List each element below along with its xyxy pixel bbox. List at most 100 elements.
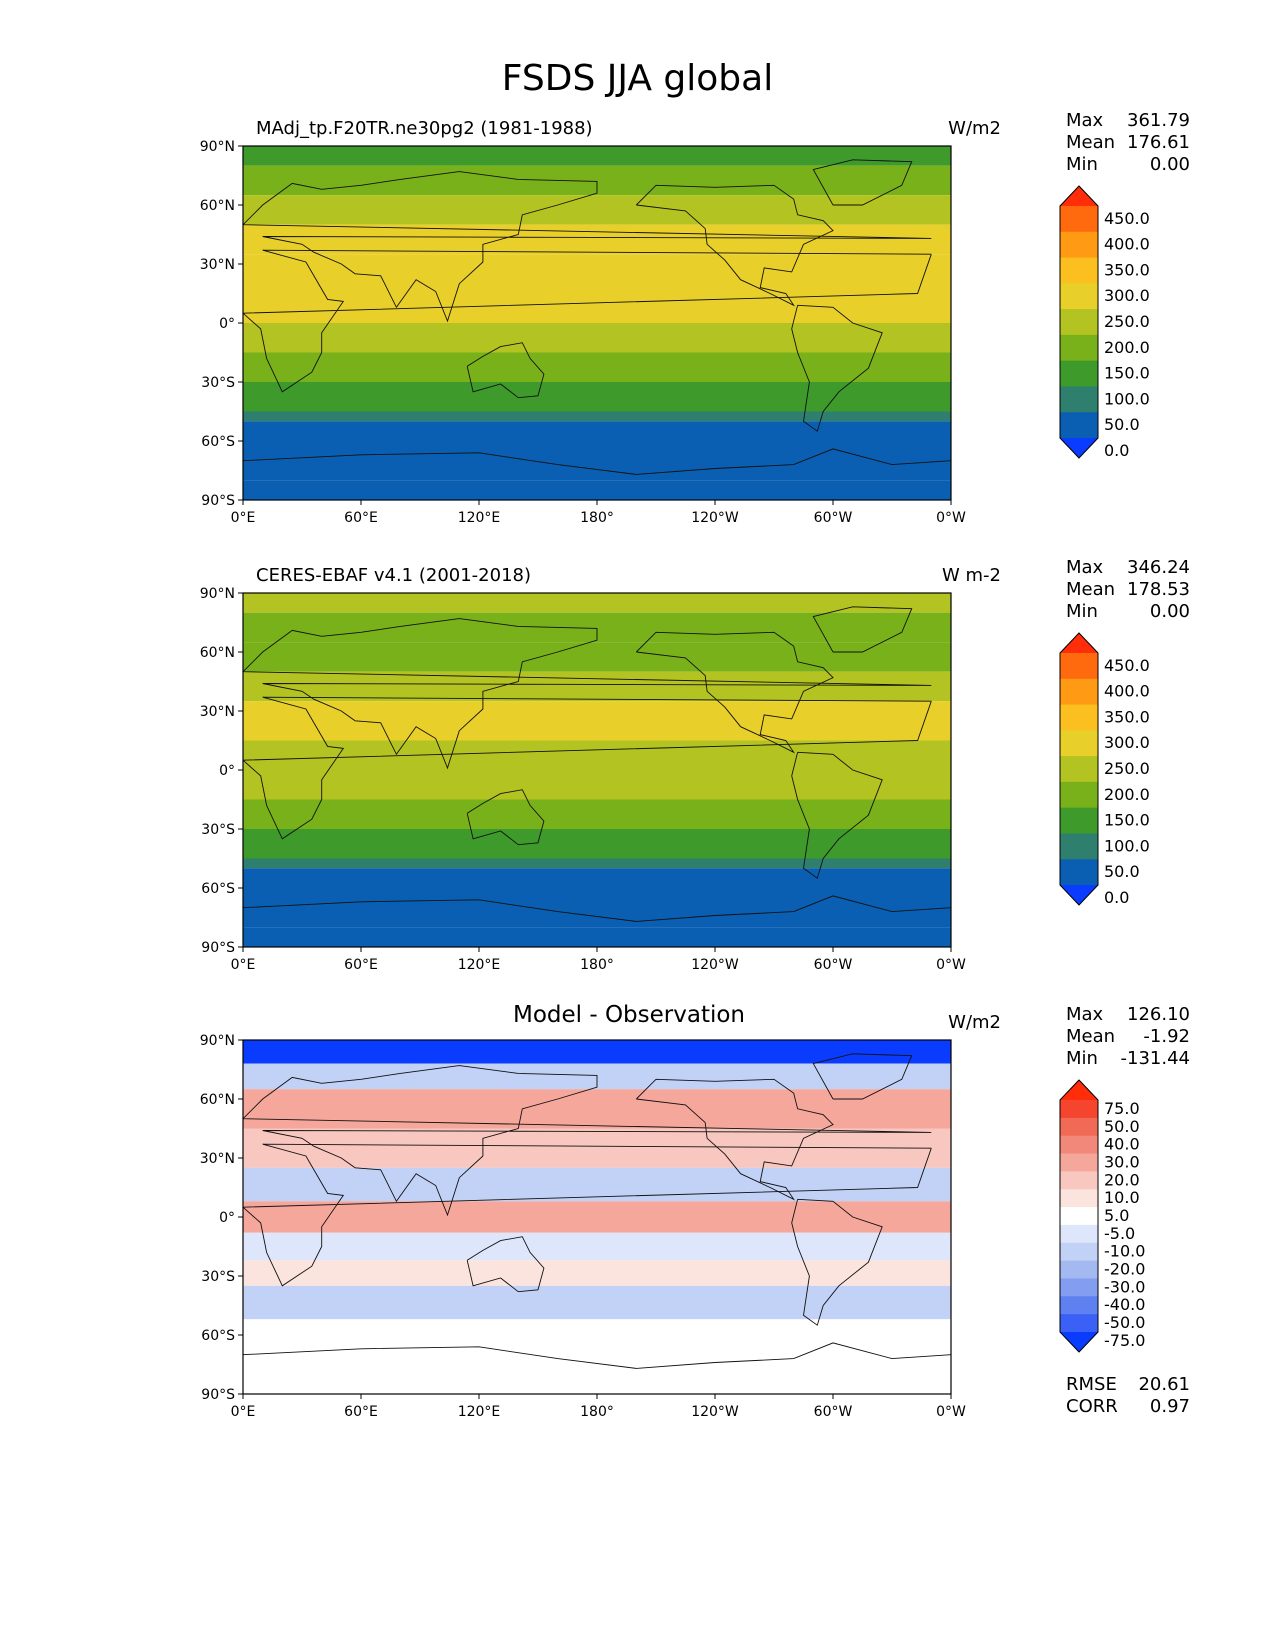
colorbar-segment	[1060, 756, 1098, 783]
stats-box: Max 361.79 Mean 176.61 Min 0.00	[1066, 110, 1196, 176]
zonal-band	[243, 1128, 951, 1168]
colorbar-extend-max	[1060, 1080, 1098, 1100]
colorbar-segment	[1060, 257, 1098, 284]
colorbar-outline	[1059, 1079, 1099, 1353]
colorbar-segment	[1060, 412, 1098, 439]
zonal-band	[243, 642, 951, 672]
y-tick-label: 90°N	[200, 1033, 235, 1049]
y-tick-label: 90°S	[201, 1387, 235, 1403]
y-tick-label: 60°N	[200, 645, 235, 661]
colorbar-label: 100.0	[1104, 389, 1150, 408]
coastline	[812, 159, 913, 206]
zonal-band	[243, 829, 951, 859]
zonal-band	[243, 868, 951, 928]
zonal-band	[243, 1167, 951, 1202]
map-plot: 90°N 60°N 30°N 0° 30°S 60°S 90°S0°E 60°E 120°E 18…	[200, 139, 966, 526]
stat-value: 0.00	[1149, 601, 1190, 622]
zonal-band	[243, 671, 951, 702]
x-tick-label: 60°W	[814, 957, 853, 973]
x-tick-label: 120°W	[691, 510, 739, 526]
colorbar-label: 250.0	[1104, 759, 1150, 778]
stat-value: 178.53	[1127, 579, 1190, 600]
zonal-band	[243, 323, 951, 353]
y-tick-label: 60°N	[200, 1092, 235, 1108]
colorbar-label: -50.0	[1104, 1313, 1145, 1332]
panel-units: W/m2	[948, 1012, 1001, 1033]
y-tick-label: 30°S	[201, 1269, 235, 1285]
colorbar-segment	[1060, 653, 1098, 680]
coastline	[791, 751, 883, 879]
y-tick-label: 90°N	[200, 586, 235, 602]
map-plot: 90°N 60°N 30°N 0° 30°S 60°S 90°S0°E 60°E 120°E 18…	[200, 586, 966, 973]
colorbar-label: -5.0	[1104, 1224, 1135, 1243]
plot-area	[243, 593, 951, 947]
zonal-band	[243, 224, 951, 255]
y-tick-label: 30°S	[201, 822, 235, 838]
zonal-band	[243, 352, 951, 382]
zonal-band	[243, 740, 951, 770]
zonal-band	[243, 480, 951, 500]
colorbar-extend-max	[1060, 186, 1098, 206]
coastline	[243, 696, 932, 840]
colorbar-label: 50.0	[1104, 862, 1140, 881]
colorbar-extend-min	[1060, 885, 1098, 905]
coastline	[243, 448, 951, 475]
x-tick-label: 120°E	[458, 1404, 501, 1420]
colorbar-segment	[1060, 730, 1098, 757]
coastline	[812, 1053, 913, 1100]
x-tick-label: 0°W	[936, 1404, 966, 1420]
x-tick-label: 120°W	[691, 957, 739, 973]
zonal-band	[243, 1089, 951, 1129]
colorbar-label: 30.0	[1104, 1152, 1140, 1171]
colorbar-segment	[1060, 1153, 1098, 1172]
colorbar-outline	[1059, 632, 1099, 906]
stat-label: Min	[1066, 601, 1098, 622]
colorbar-segment	[1060, 1100, 1098, 1119]
colorbar-label: 50.0	[1104, 1117, 1140, 1136]
colorbar-label: 0.0	[1104, 441, 1129, 460]
stat-label: Mean	[1066, 132, 1116, 153]
colorbar-segment	[1060, 1171, 1098, 1190]
colorbar-label: 300.0	[1104, 286, 1150, 305]
zonal-band	[243, 799, 951, 829]
panel-left-title: CERES-EBAF v4.1 (2001-2018)	[256, 565, 532, 586]
coastline	[243, 249, 932, 393]
stat-label: Min	[1066, 1048, 1098, 1069]
colorbar-label: 350.0	[1104, 707, 1150, 726]
stat-label: Min	[1066, 154, 1098, 175]
colorbar-outline	[1059, 185, 1099, 459]
panel-model: MAdj_tp.F20TR.ne30pg2 (1981-1988) W/m2 M…	[0, 110, 1275, 588]
x-tick-label: 120°E	[458, 510, 501, 526]
zonal-band	[243, 411, 951, 422]
zonal-band	[243, 421, 951, 481]
stat-value: -1.92	[1143, 1026, 1190, 1047]
zonal-band	[243, 293, 951, 323]
stats-box: Max 126.10 Mean -1.92 Min -131.44	[1066, 1004, 1196, 1070]
y-tick-label: 90°N	[200, 139, 235, 155]
colorbar-segment	[1060, 386, 1098, 413]
zonal-band	[243, 254, 951, 294]
x-tick-label: 180°	[580, 1404, 614, 1420]
colorbar-segment	[1060, 704, 1098, 731]
y-tick-label: 90°S	[201, 493, 235, 509]
y-tick-label: 60°S	[201, 881, 235, 897]
stat-value: 0.97	[1149, 1396, 1190, 1417]
stat-value: 126.10	[1127, 1004, 1190, 1025]
colorbar-label: 40.0	[1104, 1135, 1140, 1154]
colorbar-segment	[1060, 807, 1098, 834]
coastline	[243, 895, 951, 922]
y-tick-label: 30°N	[200, 704, 235, 720]
colorbar-segment	[1060, 1207, 1098, 1226]
colorbar-label: 0.0	[1104, 888, 1129, 907]
colorbar-label: 20.0	[1104, 1170, 1140, 1189]
zonal-band	[243, 1201, 951, 1233]
coastline	[791, 304, 883, 432]
coastline	[791, 1198, 883, 1326]
panel-center-title: Model - Observation	[512, 1002, 746, 1028]
stat-value: 361.79	[1127, 110, 1190, 131]
plot-area	[243, 1040, 951, 1394]
panel-units: W m-2	[941, 565, 1001, 586]
stat-value: 0.00	[1149, 154, 1190, 175]
x-tick-label: 0°E	[231, 957, 256, 973]
coastline	[635, 631, 834, 754]
